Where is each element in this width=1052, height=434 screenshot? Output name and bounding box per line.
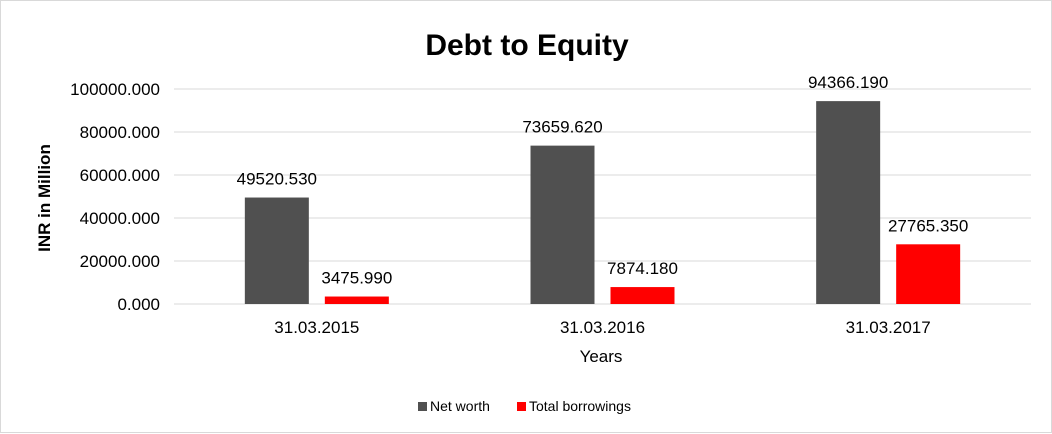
gridlines <box>174 88 1031 305</box>
y-tick-label: 40000.000 <box>80 209 160 228</box>
legend-swatch <box>517 402 526 411</box>
x-tick-label: 31.03.2015 <box>274 318 359 337</box>
y-tick-label: 60000.000 <box>80 166 160 185</box>
data-labels: 49520.530 3475.990 73659.620 7874.180 94366.… <box>237 73 969 287</box>
data-label: 7874.180 <box>607 259 678 278</box>
y-tick-label: 0.000 <box>117 295 160 314</box>
bar-net-worth <box>530 145 595 304</box>
legend-swatch <box>418 402 427 411</box>
data-label: 73659.620 <box>522 118 602 137</box>
bars <box>244 101 961 304</box>
data-label: 27765.350 <box>888 216 968 235</box>
x-tick-label: 31.03.2016 <box>560 318 645 337</box>
bar-net-worth <box>244 197 309 304</box>
x-axis-ticks: 31.03.2015 31.03.2016 31.03.2017 <box>274 318 930 337</box>
data-label: 94366.190 <box>808 73 888 92</box>
y-tick-label: 100000.000 <box>70 80 160 99</box>
legend: Net worth Total borrowings <box>418 398 631 414</box>
y-axis-title: INR in Million <box>35 144 54 252</box>
y-tick-label: 80000.000 <box>80 123 160 142</box>
x-tick-label: 31.03.2017 <box>846 318 931 337</box>
y-axis-ticks: 0.000 20000.000 40000.000 60000.000 80000.00… <box>70 80 160 314</box>
y-tick-label: 20000.000 <box>80 252 160 271</box>
chart-title: Debt to Equity <box>425 29 629 62</box>
bar-total-borrowings <box>324 296 389 304</box>
legend-label: Total borrowings <box>529 398 631 414</box>
data-label: 3475.990 <box>321 269 392 288</box>
data-label: 49520.530 <box>237 170 317 189</box>
bar-net-worth <box>816 101 881 304</box>
legend-label: Net worth <box>430 398 490 414</box>
bar-total-borrowings <box>896 244 961 304</box>
bar-total-borrowings <box>610 287 675 304</box>
x-axis-title: Years <box>580 347 623 366</box>
